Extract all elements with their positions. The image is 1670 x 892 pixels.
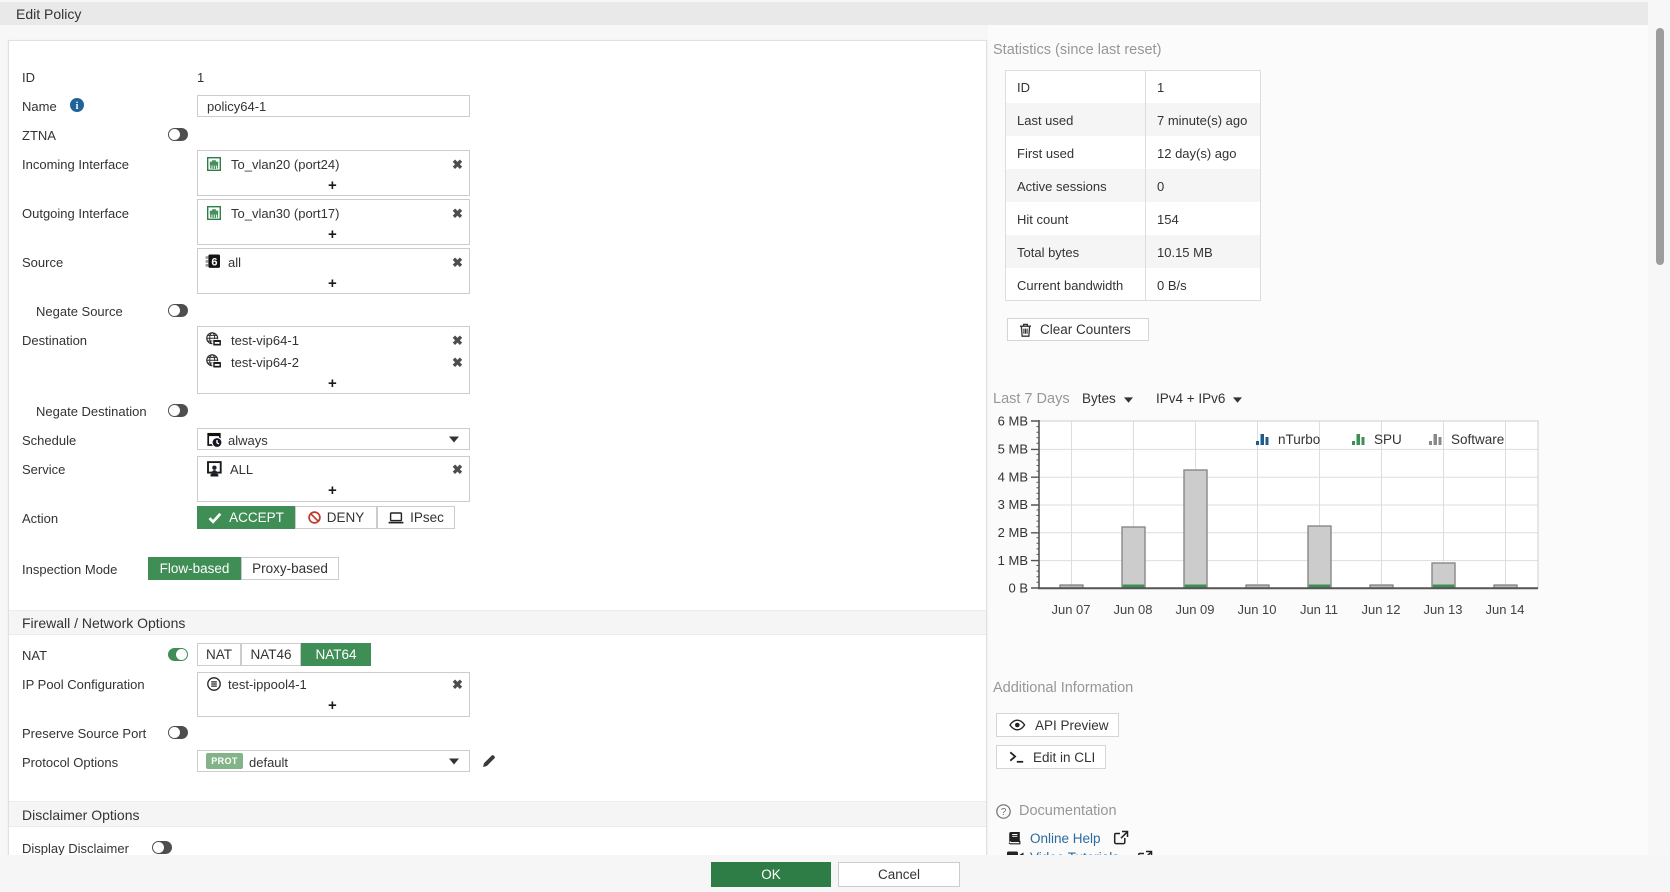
svg-text:Jun 08: Jun 08 <box>1113 602 1152 617</box>
svg-text:Jun 13: Jun 13 <box>1423 602 1462 617</box>
svg-text:nTurbo: nTurbo <box>1278 432 1320 447</box>
svg-text:5 MB: 5 MB <box>998 442 1028 457</box>
svg-text:0 B: 0 B <box>1008 581 1028 596</box>
svg-text:SPU: SPU <box>1374 432 1402 447</box>
svg-text:?: ? <box>1001 807 1007 818</box>
svg-text:Jun 09: Jun 09 <box>1175 602 1214 617</box>
svg-text:Jun 14: Jun 14 <box>1485 602 1524 617</box>
svg-text:2 MB: 2 MB <box>998 525 1028 540</box>
svg-text:i: i <box>76 101 79 112</box>
svg-text:Jun 10: Jun 10 <box>1237 602 1276 617</box>
svg-text:Jun 11: Jun 11 <box>1300 602 1338 617</box>
svg-text:Software: Software <box>1451 432 1504 447</box>
svg-text:1 MB: 1 MB <box>998 553 1028 568</box>
svg-text:4 MB: 4 MB <box>998 469 1028 484</box>
svg-text:Jun 07: Jun 07 <box>1051 602 1090 617</box>
svg-text:Jun 12: Jun 12 <box>1361 602 1400 617</box>
svg-text:6 MB: 6 MB <box>998 414 1028 429</box>
svg-text:3 MB: 3 MB <box>998 497 1028 512</box>
svg-text:6: 6 <box>211 256 217 268</box>
